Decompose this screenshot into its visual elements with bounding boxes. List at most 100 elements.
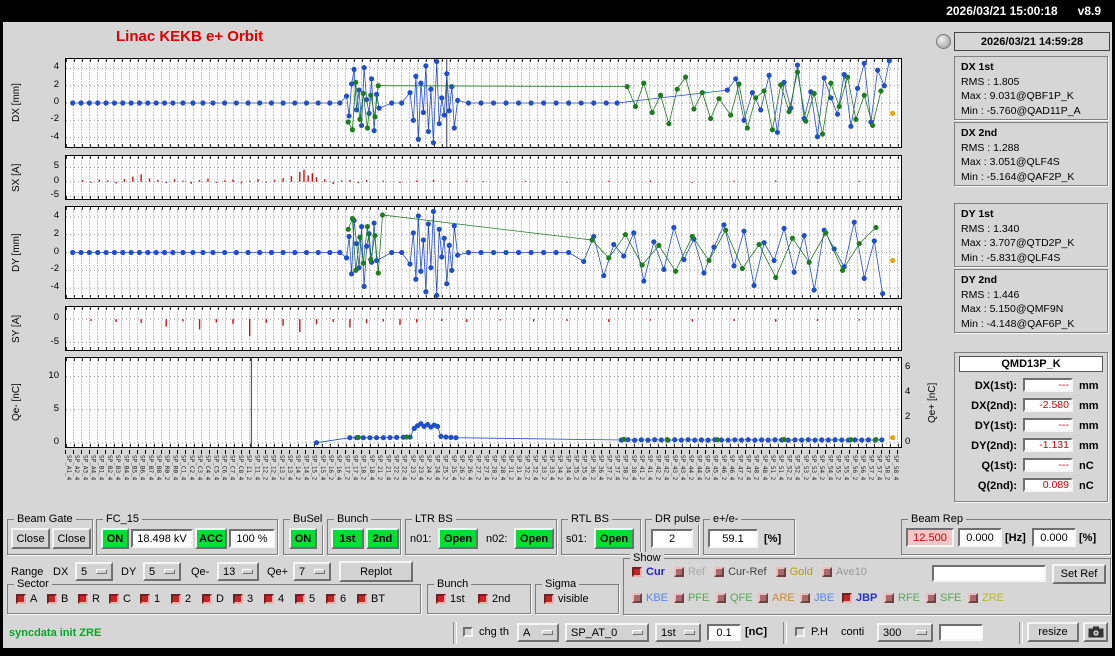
chg-th-label: chg th (479, 626, 509, 638)
sy-chart-row: SY [A] 0 -5 (3, 306, 948, 351)
ltr-n02-open-button[interactable]: Open (514, 528, 554, 549)
checkbox[interactable] (884, 593, 894, 603)
checkbox[interactable] (714, 567, 725, 577)
count-input[interactable] (939, 624, 983, 641)
sector-item-r[interactable]: R (78, 593, 109, 605)
checkbox[interactable] (821, 567, 832, 577)
checkbox[interactable] (632, 567, 642, 577)
show-item-jbe[interactable]: JBE (800, 592, 842, 604)
bunch-item-2nd[interactable]: 2nd (478, 593, 520, 605)
range-dy-select[interactable]: 5 (143, 562, 181, 581)
show-item-jbp[interactable]: JBP (842, 592, 884, 604)
show-item-qfe[interactable]: QFE (716, 592, 758, 604)
qe-plot[interactable] (65, 357, 902, 448)
beam-gate-close-button-2[interactable]: Close (52, 528, 91, 549)
fc15-acc-button[interactable]: ACC (195, 528, 227, 549)
checkbox[interactable] (436, 594, 446, 604)
bunch-order-select[interactable]: 1st (655, 623, 701, 642)
bpm-label: SP_R0_4 (171, 455, 179, 481)
sector-item-b[interactable]: B (47, 593, 78, 605)
checkbox[interactable] (264, 594, 274, 604)
selected-magnet-name[interactable]: QMD13P_K (959, 356, 1103, 372)
dx-plot[interactable] (65, 58, 902, 148)
checkbox[interactable] (16, 594, 26, 604)
interval-select[interactable]: 300 (877, 623, 933, 642)
ltr-n01-open-button[interactable]: Open (438, 528, 478, 549)
sector-item-d[interactable]: D (202, 593, 233, 605)
set-ref-button[interactable]: Set Ref (1052, 564, 1106, 584)
beam-gate-close-button-1[interactable]: Close (11, 528, 50, 549)
show-item-pfe[interactable]: PFE (674, 592, 716, 604)
sx-plot[interactable] (65, 155, 902, 200)
checkbox[interactable] (674, 593, 684, 603)
bpm-label: SP_B7_4 (146, 455, 154, 481)
range-dx-select[interactable]: 5 (75, 562, 113, 581)
dy-plot[interactable] (65, 206, 902, 299)
checkbox[interactable] (800, 593, 810, 603)
checkbox[interactable] (775, 567, 786, 577)
show-item-rfe[interactable]: RFE (884, 592, 926, 604)
bpm-label: SP_43_4 (678, 455, 686, 481)
sector-item-c[interactable]: C (109, 593, 140, 605)
snapshot-button[interactable] (1083, 622, 1108, 642)
checkbox[interactable] (673, 567, 684, 577)
range-qem-select[interactable]: 13 (217, 562, 259, 581)
ref-input[interactable] (932, 565, 1046, 582)
show-item-ref[interactable]: Ref (673, 566, 706, 578)
sector-item-2[interactable]: 2 (171, 593, 202, 605)
rtl-s01-open-button[interactable]: Open (594, 528, 634, 549)
show-item-kbe[interactable]: KBE (632, 592, 674, 604)
fc15-on-button[interactable]: ON (101, 528, 129, 549)
checkbox[interactable] (544, 594, 554, 604)
checkbox-label: Ref (687, 566, 706, 578)
checkbox[interactable] (140, 594, 150, 604)
sector-item-a[interactable]: A (16, 593, 47, 605)
bpm-label: SP_13_4 (286, 455, 294, 481)
checkbox[interactable] (758, 593, 768, 603)
busel-on-button[interactable]: ON (289, 528, 317, 549)
checkbox[interactable] (295, 594, 305, 604)
resize-button[interactable]: resize (1027, 622, 1079, 642)
checkbox[interactable] (926, 593, 936, 603)
checkbox[interactable] (478, 594, 488, 604)
sector-item-1[interactable]: 1 (140, 593, 171, 605)
sector-item-bt[interactable]: BT (357, 593, 388, 605)
checkbox[interactable] (716, 593, 726, 603)
checkbox[interactable] (109, 594, 119, 604)
bunch-item-1st[interactable]: 1st (436, 593, 478, 605)
checkbox[interactable] (357, 594, 367, 604)
show-item-cur[interactable]: Cur (632, 566, 665, 578)
show-item-ave10[interactable]: Ave10 (821, 566, 867, 578)
checkbox[interactable] (842, 593, 852, 603)
checkbox[interactable] (233, 594, 243, 604)
range-qep-select[interactable]: 7 (293, 562, 331, 581)
sector-item-6[interactable]: 6 (326, 593, 357, 605)
sector-item-5[interactable]: 5 (295, 593, 326, 605)
show-item-are[interactable]: ARE (758, 592, 800, 604)
sector-item-3[interactable]: 3 (233, 593, 264, 605)
bunch-1st-button[interactable]: 1st (331, 528, 364, 549)
chg-th-checkbox[interactable] (463, 627, 473, 637)
show-item-gold[interactable]: Gold (775, 566, 813, 578)
bpm-label: SP_53_4 (809, 455, 817, 481)
checkbox[interactable] (202, 594, 212, 604)
checkbox[interactable] (968, 593, 978, 603)
bpm-label: SP_56_4 (859, 455, 867, 481)
show-item-zre[interactable]: ZRE (968, 592, 1010, 604)
sector-item-4[interactable]: 4 (264, 593, 295, 605)
replot-button[interactable]: Replot (339, 561, 413, 582)
ph-checkbox[interactable] (795, 627, 805, 637)
checkbox[interactable] (78, 594, 88, 604)
show-item-sfe[interactable]: SFE (926, 592, 968, 604)
checkbox[interactable] (171, 594, 181, 604)
sp-at-select[interactable]: SP_AT_0 (565, 623, 649, 642)
checkbox[interactable] (47, 594, 57, 604)
show-item-cur-ref[interactable]: Cur-Ref (714, 566, 767, 578)
threshold-value[interactable]: 0.1 (707, 624, 741, 641)
sy-plot[interactable] (65, 306, 902, 351)
checkbox[interactable] (632, 593, 642, 603)
bunch-2nd-button[interactable]: 2nd (366, 528, 399, 549)
sector-select[interactable]: A (517, 623, 559, 642)
checkbox[interactable] (326, 594, 336, 604)
sigma-item-visible[interactable]: visible (544, 593, 589, 605)
